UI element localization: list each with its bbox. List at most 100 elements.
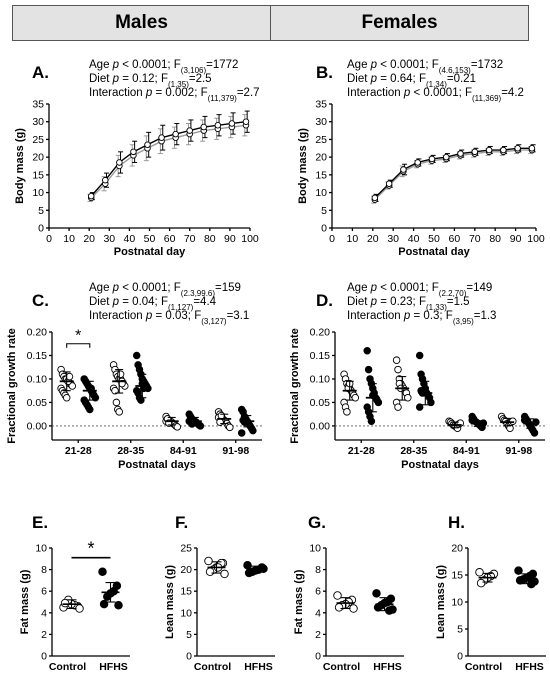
- y-axis-title-G: Fat mass (g): [293, 569, 305, 634]
- data-point-A-hfhs: [186, 127, 193, 134]
- data-point-B-hfhs: [442, 153, 450, 161]
- data-point-E-hfhs: [114, 600, 123, 610]
- x-tick-label-A: 10: [63, 233, 75, 245]
- data-point-B-hfhs: [471, 148, 479, 156]
- data-point-C-control: [226, 423, 234, 432]
- x-axis-title-C: Postnatal days: [118, 459, 196, 471]
- x-tick-label-C: 84-91: [170, 445, 197, 457]
- data-point-B-hfhs: [414, 159, 421, 166]
- y-axis-title-A: Body mass (g): [14, 128, 26, 204]
- x-tick-label-D: 28-35: [400, 445, 427, 457]
- data-point-D-hfhs: [415, 351, 424, 360]
- y-tick-label-D: 0.05: [310, 397, 331, 409]
- data-point-D-hfhs: [427, 398, 435, 407]
- y-tick-label-A: 5: [38, 205, 44, 217]
- data-point-D-control: [394, 365, 402, 374]
- x-axis-title-A: Postnatal day: [114, 246, 186, 258]
- y-tick-label-C: 0.05: [27, 397, 48, 409]
- data-point-D-control: [404, 393, 412, 402]
- data-point-G-control: [349, 604, 358, 613]
- stat-line-D-1: Diet p = 0.23; F(1,33)=1.5: [347, 296, 470, 312]
- x-axis-title-D: Postnatal days: [401, 459, 479, 471]
- data-point-A-hfhs: [228, 120, 236, 127]
- y-tick-label-E: 10: [35, 543, 47, 555]
- y-tick-label-C: 0.15: [27, 350, 48, 362]
- y-tick-label-H: 0: [457, 651, 463, 663]
- y-tick-label-G: 2: [315, 629, 321, 641]
- y-tick-label-E: 6: [41, 586, 47, 598]
- data-point-C-hfhs: [137, 396, 145, 404]
- y-tick-label-B: 25: [315, 134, 327, 146]
- stat-line-B-0: Age p < 0.0001; F(4.6,153)=1732: [347, 59, 503, 75]
- y-tick-label-G: 6: [315, 586, 321, 598]
- data-point-D-control: [351, 393, 360, 402]
- series-line-B-hfhs: [374, 147, 532, 199]
- data-point-C-control: [111, 386, 119, 395]
- y-tick-label-B: 10: [315, 187, 327, 199]
- data-point-B-hfhs: [528, 145, 536, 152]
- data-point-H-hfhs: [514, 566, 523, 575]
- data-point-C-hfhs: [132, 351, 141, 360]
- data-point-D-hfhs: [530, 429, 539, 437]
- stat-line-A-2: Interaction p = 0.002; F(11,379)=2.7: [89, 87, 260, 103]
- stat-line-C-1: Diet p = 0.04; F(1,127)=4.4: [89, 296, 217, 312]
- x-tick-label-B: 60: [449, 233, 461, 245]
- data-point-A-hfhs: [200, 123, 208, 131]
- data-point-C-control: [68, 382, 77, 390]
- y-tick-label-E: 4: [41, 607, 47, 619]
- panel-letter-G: G.: [308, 513, 326, 532]
- y-axis-title-F: Lean mass (g): [164, 565, 176, 639]
- x-tick-label-B: 20: [367, 233, 379, 245]
- y-tick-label-H: 10: [451, 597, 463, 609]
- x-tick-label-B: 100: [527, 233, 545, 245]
- y-tick-label-G: 4: [315, 607, 321, 619]
- data-point-B-hfhs: [385, 180, 393, 187]
- data-point-D-hfhs: [363, 347, 371, 355]
- panel-letter-B: B.: [316, 63, 333, 82]
- panel-letter-H: H.: [448, 513, 465, 532]
- x-tick-label-F: HFHS: [244, 661, 273, 673]
- x-tick-label-B: 40: [408, 233, 420, 245]
- stat-line-C-2: Interaction p = 0.03; F(3,127)=3.1: [89, 310, 249, 326]
- x-tick-label-C: 21-28: [65, 445, 92, 457]
- data-point-C-control: [216, 418, 224, 426]
- panel-letter-D: D.: [316, 291, 333, 310]
- y-tick-label-H: 15: [451, 570, 463, 582]
- x-tick-label-B: 10: [347, 233, 359, 245]
- y-tick-label-F: 5: [186, 629, 192, 641]
- x-tick-label-H: Control: [465, 661, 502, 673]
- y-axis-title-C: Fractional growth rate: [6, 328, 18, 444]
- y-tick-label-D: 0.00: [310, 420, 331, 432]
- y-tick-label-C: 0.10: [27, 373, 48, 385]
- data-point-C-control: [116, 370, 125, 379]
- y-axis-title-H: Lean mass (g): [435, 565, 447, 639]
- y-tick-label-A: 35: [32, 99, 44, 111]
- x-tick-label-A: 70: [184, 233, 196, 245]
- data-point-F-control: [220, 569, 229, 579]
- series-line-A-hfhs: [90, 121, 247, 197]
- data-point-B-hfhs: [428, 155, 436, 163]
- y-tick-label-A: 25: [32, 134, 44, 146]
- x-tick-label-A: 50: [144, 233, 156, 245]
- stat-line-B-2: Interaction p < 0.0001; F(11,369)=4.2: [347, 87, 524, 103]
- data-point-F-control: [204, 556, 213, 566]
- females-header: Females: [270, 5, 529, 41]
- data-point-G-control: [333, 591, 342, 600]
- x-tick-label-F: Control: [194, 661, 231, 673]
- x-tick-label-B: 50: [428, 233, 440, 245]
- data-point-D-hfhs: [415, 403, 424, 411]
- data-point-C-hfhs: [249, 426, 257, 435]
- y-tick-label-D: 0.15: [310, 350, 331, 362]
- data-point-E-control: [60, 598, 70, 608]
- data-point-F-hfhs: [243, 561, 252, 570]
- data-point-C-control: [115, 408, 123, 416]
- y-tick-label-A: 15: [32, 169, 44, 181]
- significance-star-C: *: [75, 328, 81, 345]
- y-tick-label-G: 0: [315, 651, 321, 663]
- y-tick-label-D: 0.20: [310, 327, 331, 339]
- data-point-D-control: [392, 356, 401, 364]
- data-point-A-hfhs: [144, 141, 151, 148]
- data-point-G-hfhs: [372, 589, 381, 598]
- panel-letter-F: F.: [175, 513, 188, 532]
